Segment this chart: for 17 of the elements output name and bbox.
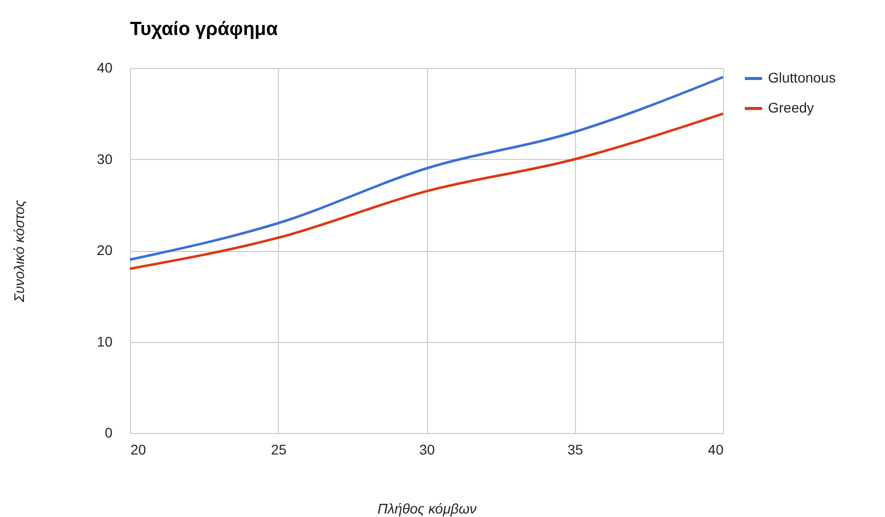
x-tick-label: 30 (419, 442, 435, 458)
line-series (128, 76, 724, 261)
y-tick-label: 40 (96, 60, 113, 76)
y-axis-title: Συνολικό κόστος (10, 200, 27, 304)
x-tick-label: 25 (270, 442, 287, 458)
y-tick-label: 10 (96, 333, 113, 350)
legend-label: Gluttonous (768, 70, 836, 86)
x-axis-title: Πλήθος κόμβων (377, 500, 477, 516)
x-tick-label: 35 (567, 442, 584, 458)
y-tick-label: 0 (104, 424, 113, 440)
x-tick-label: 20 (130, 442, 146, 458)
x-tick-label: 40 (708, 442, 724, 458)
y-tick-label: 20 (96, 242, 113, 258)
y-tick-label: 30 (96, 150, 113, 167)
chart-title: Τυχαίο γράφημα (130, 19, 278, 40)
line-series (128, 112, 724, 270)
legend-label: Greedy (768, 100, 814, 116)
